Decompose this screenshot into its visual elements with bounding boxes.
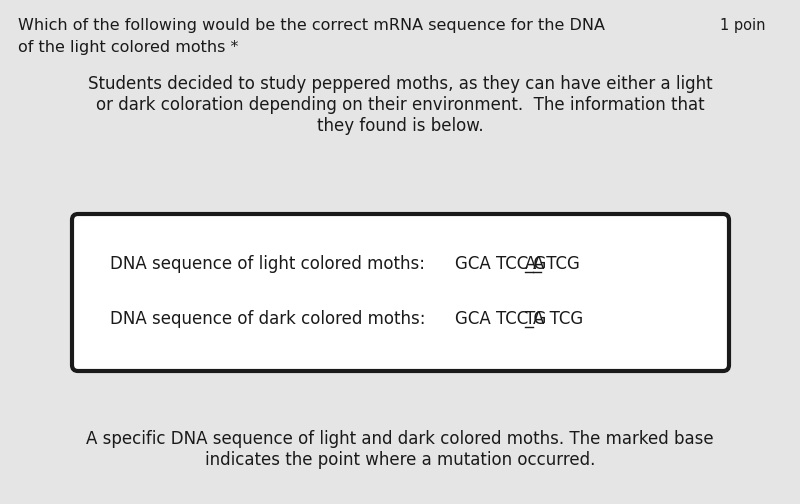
Text: A: A <box>533 255 544 273</box>
Text: A: A <box>526 255 537 273</box>
Text: T: T <box>526 310 535 328</box>
Text: GCA TCC G: GCA TCC G <box>455 310 546 328</box>
Text: 1 poin: 1 poin <box>720 18 766 33</box>
Text: A TCG: A TCG <box>533 310 583 328</box>
Text: DNA sequence of light colored moths:: DNA sequence of light colored moths: <box>110 255 425 273</box>
FancyBboxPatch shape <box>72 214 729 371</box>
Text: Which of the following would be the correct mRNA sequence for the DNA: Which of the following would be the corr… <box>18 18 605 33</box>
Text: they found is below.: they found is below. <box>317 117 483 135</box>
Text: DNA sequence of dark colored moths:: DNA sequence of dark colored moths: <box>110 310 426 328</box>
Text: of the light colored moths *: of the light colored moths * <box>18 40 238 55</box>
Text: TCG: TCG <box>541 255 580 273</box>
Text: GCA TCC G: GCA TCC G <box>455 255 546 273</box>
Text: A specific DNA sequence of light and dark colored moths. The marked base: A specific DNA sequence of light and dar… <box>86 430 714 448</box>
Text: or dark coloration depending on their environment.  The information that: or dark coloration depending on their en… <box>96 96 704 114</box>
Text: Students decided to study peppered moths, as they can have either a light: Students decided to study peppered moths… <box>88 75 712 93</box>
Text: indicates the point where a mutation occurred.: indicates the point where a mutation occ… <box>205 451 595 469</box>
